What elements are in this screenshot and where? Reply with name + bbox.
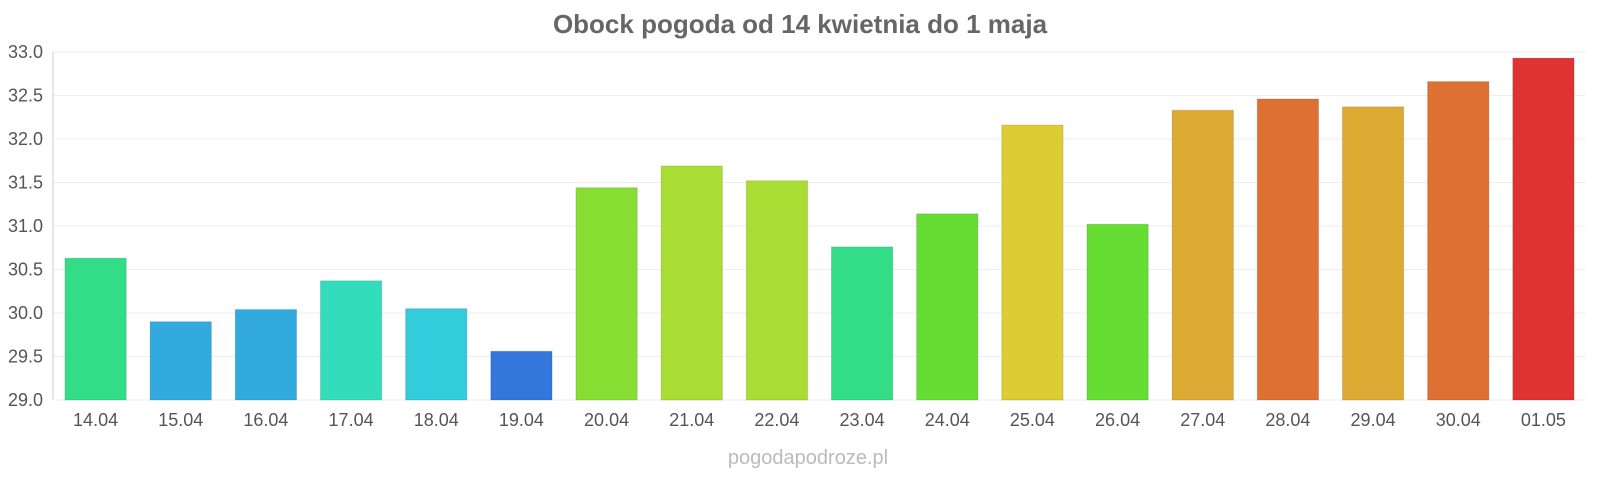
x-tick-label: 29.04 <box>1351 410 1396 430</box>
x-tick-label: 19.04 <box>499 410 544 430</box>
x-tick-label: 28.04 <box>1265 410 1310 430</box>
x-tick-label: 01.05 <box>1521 410 1566 430</box>
bar-28.04 <box>1256 98 1320 401</box>
x-tick-label: 30.04 <box>1436 410 1481 430</box>
bar-15.04 <box>149 321 212 401</box>
chart-title: Obock pogoda od 14 kwietnia do 1 maja <box>553 9 1048 39</box>
watermark: pogodapodroze.pl <box>728 447 888 469</box>
x-tick-label: 26.04 <box>1095 410 1140 430</box>
x-tick-label: 24.04 <box>925 410 970 430</box>
y-tick-label: 31.0 <box>8 216 43 236</box>
bar-01.05 <box>1512 57 1575 401</box>
y-tick-label: 29.5 <box>8 347 43 367</box>
x-tick-label: 18.04 <box>414 410 459 430</box>
y-tick-label: 31.5 <box>8 173 43 193</box>
x-axis-ticks: 14.04 15.04 16.04 17.04 18.04 19.04 20.04 21.04… <box>73 410 1566 430</box>
x-tick-label: 14.04 <box>73 410 118 430</box>
bar-27.04 <box>1171 109 1234 401</box>
y-axis-ticks: 29.0 29.5 30.0 30.5 31.0 31.5 32.0 32.5 33.0 <box>8 42 43 410</box>
y-tick-label: 32.0 <box>8 129 43 149</box>
grid <box>53 51 1586 401</box>
x-tick-label: 21.04 <box>669 410 714 430</box>
x-tick-label: 20.04 <box>584 410 629 430</box>
bar-14.04 <box>64 257 127 401</box>
bar-20.04 <box>575 187 638 401</box>
y-tick-label: 30.5 <box>8 260 43 280</box>
bar-21.04 <box>660 165 723 401</box>
x-tick-label: 22.04 <box>754 410 799 430</box>
bar-23.04 <box>830 246 894 401</box>
bar-17.04 <box>319 280 383 401</box>
bar-19.04 <box>490 350 553 401</box>
x-tick-label: 17.04 <box>329 410 374 430</box>
x-tick-label: 23.04 <box>840 410 885 430</box>
bar-26.04 <box>1086 223 1149 401</box>
x-tick-label: 25.04 <box>1010 410 1055 430</box>
y-tick-label: 33.0 <box>8 42 43 62</box>
bar-25.04 <box>1001 124 1064 401</box>
bar-22.04 <box>745 180 809 401</box>
bar-16.04 <box>234 309 298 401</box>
x-tick-label: 16.04 <box>243 410 288 430</box>
bars <box>64 57 1575 401</box>
y-tick-label: 29.0 <box>8 390 43 410</box>
y-tick-label: 32.5 <box>8 86 43 106</box>
bar-18.04 <box>405 308 468 401</box>
bar-29.04 <box>1341 106 1405 401</box>
bar-24.04 <box>916 213 979 401</box>
x-tick-label: 15.04 <box>158 410 203 430</box>
y-tick-label: 30.0 <box>8 303 43 323</box>
bar-30.04 <box>1427 81 1490 401</box>
x-tick-label: 27.04 <box>1180 410 1225 430</box>
